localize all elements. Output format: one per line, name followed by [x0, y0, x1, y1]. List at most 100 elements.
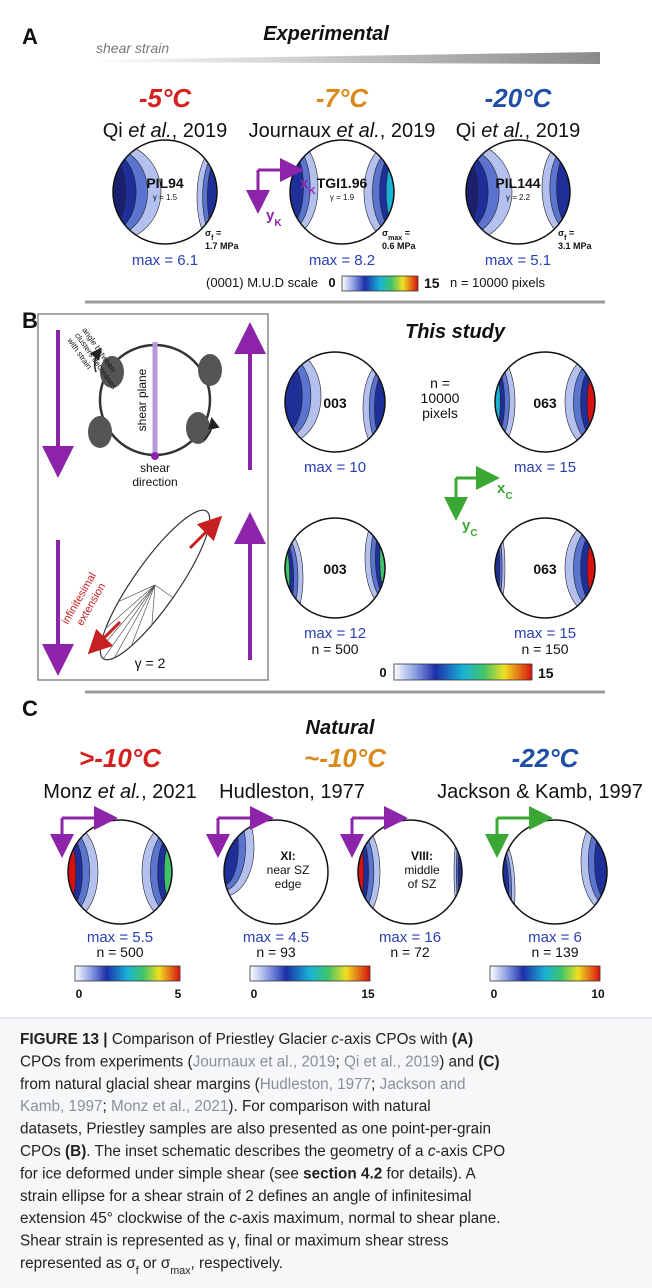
- strain-ellipse: [99, 509, 211, 661]
- figure-label: VIII:: [411, 849, 433, 863]
- ellipse-spoke: [105, 584, 156, 629]
- shear-strain-value: γ = 1.9: [330, 193, 355, 202]
- text-run: ;: [371, 1076, 380, 1093]
- caption-line: represented as σf or σmax, respectively.: [20, 1255, 283, 1277]
- pole-figure-bg: [68, 820, 172, 924]
- reference: Hudleston, 1977: [219, 781, 365, 803]
- caption-line: CPOs from experiments (Journaux et al., …: [20, 1053, 500, 1070]
- max-value: max = 15: [514, 625, 576, 642]
- pole-figure-outline: [284, 517, 386, 619]
- scale-max: 15: [424, 275, 440, 291]
- contour: [495, 365, 505, 439]
- text-run: c: [331, 1031, 339, 1048]
- text-run: FIGURE 13 |: [20, 1031, 112, 1048]
- stress: σf =: [558, 228, 574, 242]
- scale-label: (0001) M.U.D scale: [206, 275, 318, 290]
- contour: [285, 546, 290, 610]
- text-run: Hudleston, 1977: [260, 1076, 371, 1093]
- caption-line: extension 45° clockwise of the c-axis ma…: [20, 1210, 501, 1227]
- stress-value: 3.1 MPa: [558, 241, 593, 251]
- caption-line: Kamb, 1997; Monz et al., 2021). For comp…: [20, 1098, 431, 1115]
- text-run: section 4.2: [303, 1165, 382, 1182]
- rotation-arrow: [203, 417, 220, 441]
- n-value: n = 72: [390, 944, 430, 960]
- axis-subscript: C: [470, 528, 477, 539]
- text-run: Qi: [456, 120, 482, 142]
- caption-line: datasets, Priestley samples are also pre…: [20, 1121, 491, 1138]
- n-value: n = 150: [521, 641, 568, 657]
- shear-direction-label: shear: [140, 461, 170, 475]
- n-note: 10000: [421, 390, 460, 406]
- text-run: represented as σ: [20, 1255, 136, 1272]
- axis-symbol: x: [497, 480, 506, 497]
- contour: [379, 526, 385, 590]
- contour: [113, 153, 137, 231]
- text-run: ). For comparison with natural: [228, 1098, 430, 1115]
- shear-direction-dot: [151, 452, 159, 460]
- text-run: CPOs: [20, 1143, 65, 1160]
- figure-label: middle: [404, 863, 440, 877]
- max-value: max = 10: [304, 459, 366, 476]
- axis-symbol: y: [266, 207, 275, 224]
- scale-max: 15: [538, 665, 554, 681]
- text-run: from natural glacial shear margins (: [20, 1076, 260, 1093]
- ellipse-spoke: [118, 584, 156, 602]
- stress-eq: =: [567, 228, 575, 238]
- text-run: et al.: [128, 120, 171, 142]
- stress-symbol: σ: [558, 228, 564, 238]
- reference: Journaux et al., 2019: [249, 120, 436, 142]
- text-run: max: [170, 1265, 191, 1277]
- shear-direction-label: direction: [132, 475, 177, 489]
- pole-figure-outline: [67, 819, 173, 925]
- stress-value: 0.6 MPa: [382, 241, 417, 251]
- panel-title: Natural: [306, 717, 375, 739]
- temperature: -20°C: [485, 83, 553, 113]
- contour: [594, 823, 607, 901]
- scale-min: 0: [251, 987, 258, 1001]
- pole-figure-outline: [502, 819, 608, 925]
- contour: [586, 370, 595, 434]
- ellipse-spoke: [154, 584, 174, 598]
- ellipse-spoke: [151, 584, 156, 625]
- text-run: Jackson and: [380, 1076, 466, 1093]
- stress-value: 1.7 MPa: [205, 241, 240, 251]
- ellipse-spoke: [113, 584, 156, 659]
- shear-strain-gradient: [90, 52, 600, 64]
- pole-figure-outline: [465, 139, 571, 245]
- text-run: Comparison of Priestley Glacier: [112, 1031, 331, 1048]
- axis-label: xK: [300, 175, 316, 197]
- colorbar: [74, 965, 181, 982]
- text-run: ;: [335, 1053, 344, 1070]
- pole-figure: [495, 352, 595, 452]
- contour: [370, 518, 385, 600]
- shear-strain-value: γ = 1.5: [153, 193, 178, 202]
- temperature: -22°C: [512, 743, 580, 773]
- colorbar: [249, 965, 371, 982]
- text-run: ) and: [439, 1053, 478, 1070]
- panel-letter: B: [22, 308, 38, 333]
- figure-label: XI:: [280, 849, 295, 863]
- pole-figure-bg: [285, 518, 385, 618]
- strain-label: γ = 2: [135, 655, 166, 671]
- max-value: max = 6: [528, 929, 582, 946]
- n-value: n = 139: [531, 944, 578, 960]
- axis-symbol: y: [462, 517, 471, 534]
- caption-line: FIGURE 13 | Comparison of Priestley Glac…: [20, 1031, 473, 1048]
- axis-subscript: C: [505, 491, 512, 502]
- text-run: et al.: [481, 120, 524, 142]
- text-run: Shear strain is represented as γ, final …: [20, 1233, 449, 1250]
- reference: Qi et al., 2019: [456, 120, 581, 142]
- cluster: [186, 412, 210, 444]
- pole-figure-outline: [494, 517, 596, 619]
- text-run: Qi et al., 2019: [344, 1053, 439, 1070]
- stress-symbol: σ: [205, 228, 211, 238]
- pole-figure-outline: [289, 139, 395, 245]
- colorbar: [393, 663, 533, 681]
- text-run: ;: [103, 1098, 112, 1115]
- reference: Qi et al., 2019: [103, 120, 228, 142]
- text-run: or σ: [139, 1255, 171, 1272]
- pole-figure-outline: [112, 139, 218, 245]
- contour: [375, 521, 385, 595]
- panel-title: This study: [405, 321, 506, 343]
